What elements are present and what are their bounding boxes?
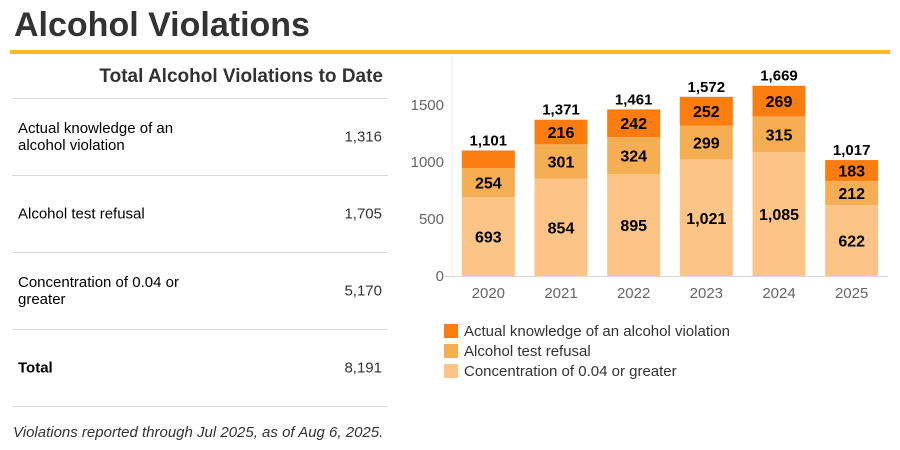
bar-segment (607, 137, 661, 174)
data-label: 895 (620, 218, 647, 235)
bar-segment (607, 173, 661, 276)
footnote: Violations reported through Jul 2025, as… (13, 424, 384, 441)
x-tick-label: 2020 (472, 285, 505, 302)
data-label: 242 (620, 116, 647, 133)
data-label: 216 (548, 125, 575, 142)
legend-swatch (444, 324, 458, 338)
row-label: Concentration of 0.04 or greater (18, 274, 179, 308)
bar-segment (461, 150, 515, 169)
y-tick-label: 1500 (411, 97, 444, 114)
summary-title: Total Alcohol Violations to Date (99, 66, 383, 87)
bar-segment (825, 180, 879, 206)
summary-row-total: Total 8,191 (12, 329, 388, 407)
row-value: 8,191 (344, 359, 382, 377)
x-tick-label: 2024 (762, 285, 795, 302)
y-tick-label: 0 (436, 268, 444, 285)
title-divider (10, 50, 890, 54)
legend-item-concentration: Concentration of 0.04 or greater (444, 361, 730, 381)
total-label: 1,669 (760, 68, 798, 85)
x-tick-label: 2025 (835, 285, 868, 302)
bar-segment (607, 109, 661, 138)
bar-segment (679, 96, 733, 126)
page-title: Alcohol Violations (14, 6, 310, 44)
data-label: 622 (838, 234, 865, 251)
legend-swatch (444, 344, 458, 358)
data-label: 212 (838, 186, 865, 203)
stacked-bar-chart: 0 500 1000 1500 693 254 1,101 2020 854 301 216 1,37… (411, 56, 888, 302)
data-label: 183 (838, 163, 865, 180)
data-label: 1,021 (686, 211, 726, 228)
data-label: 252 (693, 104, 720, 121)
summary-row-actual-knowledge: Actual knowledge of an alcohol violation… (12, 98, 388, 175)
summary-table: Actual knowledge of an alcohol violation… (12, 98, 388, 407)
y-tick-label: 500 (419, 211, 444, 228)
data-label: 269 (766, 94, 793, 111)
row-value: 1,316 (344, 128, 382, 146)
row-value: 5,170 (344, 282, 382, 300)
bar-segment (534, 144, 588, 179)
legend-swatch (444, 364, 458, 378)
total-label: 1,101 (470, 132, 508, 149)
total-label: 1,371 (542, 102, 580, 119)
data-label: 254 (475, 176, 502, 193)
legend-item-test-refusal: Alcohol test refusal (444, 341, 730, 361)
row-label: Total (18, 359, 53, 377)
bar-segment (825, 205, 879, 276)
bar-segment (752, 85, 806, 117)
bar-segment (461, 196, 515, 276)
legend-label: Concentration of 0.04 or greater (464, 362, 677, 380)
data-label: 299 (693, 136, 720, 153)
total-label: 1,017 (833, 142, 871, 159)
data-label: 1,085 (759, 207, 799, 224)
bar-segment (534, 178, 588, 276)
row-label: Actual knowledge of an alcohol violation (18, 120, 174, 154)
legend-label: Actual knowledge of an alcohol violation (464, 322, 731, 340)
x-tick-label: 2022 (617, 285, 650, 302)
row-label: Alcohol test refusal (18, 205, 145, 223)
data-label: 693 (475, 229, 502, 246)
x-tick-label: 2021 (544, 285, 577, 302)
chart-legend: Actual knowledge of an alcohol violation… (444, 321, 730, 381)
summary-row-test-refusal: Alcohol test refusal 1,705 (12, 175, 388, 252)
legend-item-actual-knowledge: Actual knowledge of an alcohol violation (444, 321, 730, 341)
total-label: 1,572 (688, 79, 726, 96)
bar-segment (825, 160, 879, 181)
bar-segment (679, 159, 733, 276)
data-label: 324 (620, 149, 647, 166)
legend-label: Alcohol test refusal (464, 342, 591, 360)
y-tick-label: 1000 (411, 154, 444, 171)
bar-segment (534, 119, 588, 145)
data-label: 301 (548, 154, 575, 171)
row-value: 1,705 (344, 205, 382, 223)
summary-row-concentration: Concentration of 0.04 or greater 5,170 (12, 252, 388, 329)
bar-segment (752, 116, 806, 153)
bar-segment (679, 125, 733, 160)
total-label: 1,461 (615, 91, 653, 108)
data-label: 854 (548, 220, 575, 237)
x-tick-label: 2023 (690, 285, 723, 302)
data-label: 315 (766, 127, 793, 144)
bar-segment (752, 152, 806, 276)
bar-segment (461, 168, 515, 197)
